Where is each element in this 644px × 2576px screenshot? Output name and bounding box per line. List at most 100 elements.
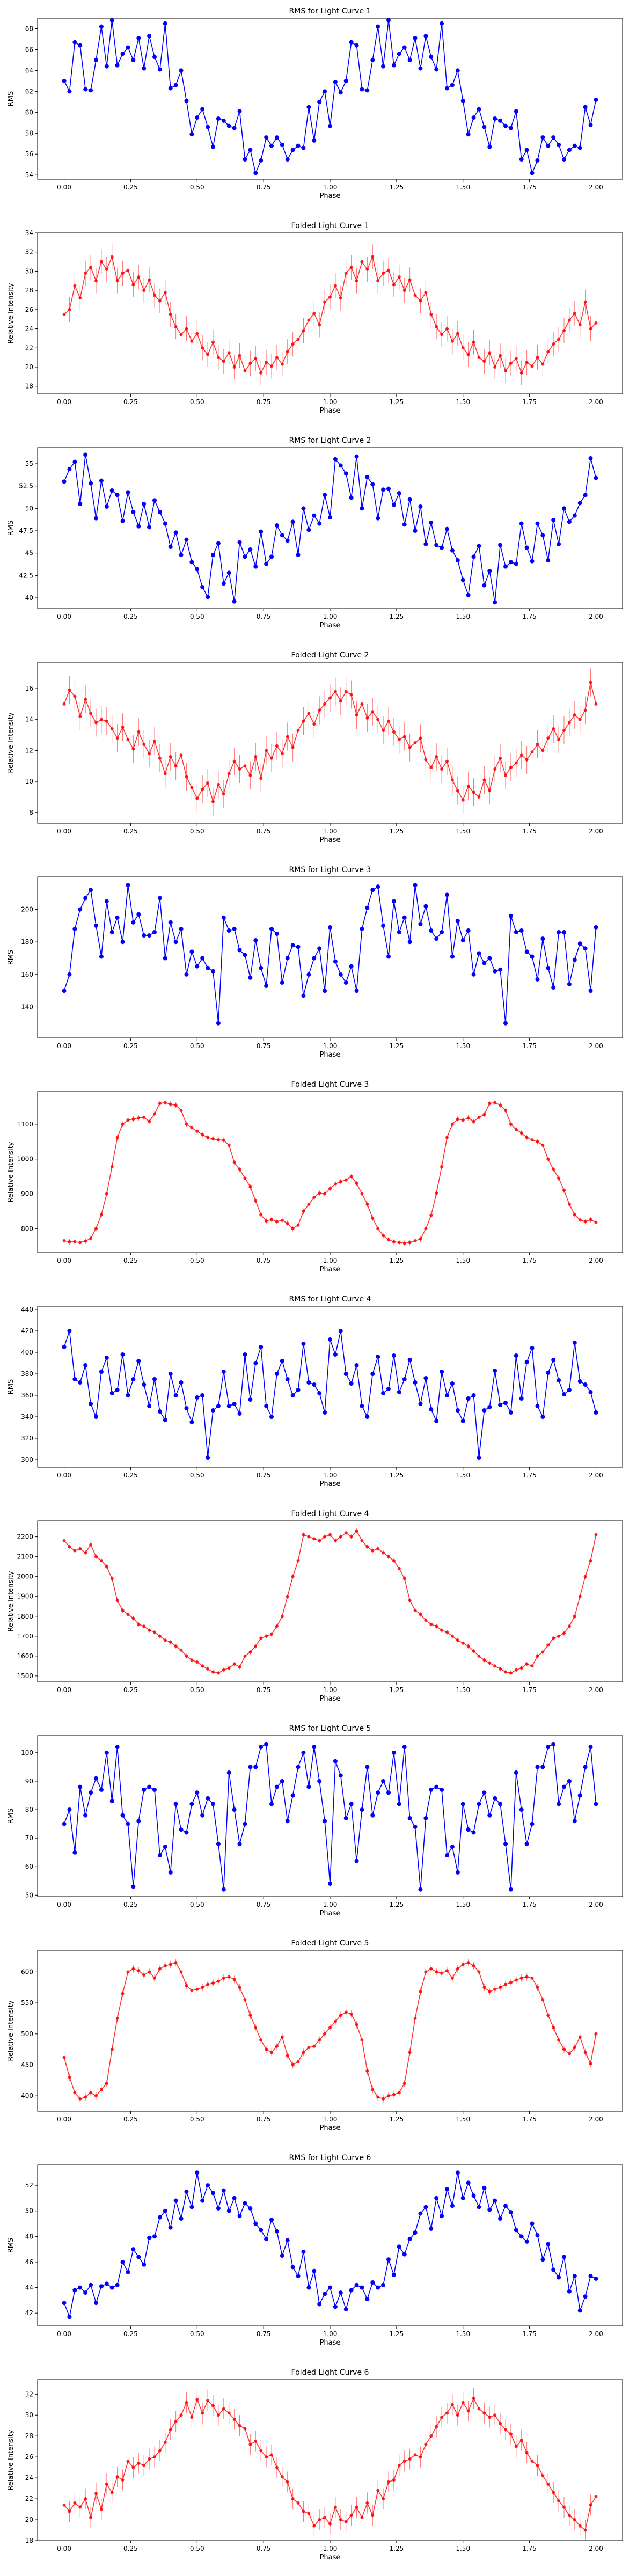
data-point: [72, 2288, 77, 2293]
y-tick-label: 340: [21, 1413, 33, 1421]
data-point: [402, 1377, 407, 1381]
data-point: [508, 913, 513, 918]
data-point: [349, 266, 353, 269]
data-point: [137, 730, 141, 734]
data-point: [226, 928, 231, 933]
data-point: [552, 1168, 555, 1172]
data-point: [407, 57, 412, 62]
data-point: [94, 2301, 98, 2306]
data-point: [333, 79, 338, 84]
y-tick-label: 44: [25, 2284, 33, 2292]
data-point: [216, 116, 221, 121]
data-point: [185, 1654, 188, 1658]
data-point: [424, 1619, 428, 1622]
y-tick-label: 52: [25, 2182, 33, 2189]
data-point: [456, 2413, 459, 2417]
y-tick-label: 55: [25, 460, 33, 467]
x-tick-label: 0.25: [123, 1042, 138, 1050]
data-point: [189, 1420, 194, 1424]
data-point: [195, 115, 200, 120]
data-point: [221, 1887, 226, 1892]
data-point: [386, 1387, 391, 1391]
data-point: [488, 1990, 492, 1994]
data-point: [238, 1665, 241, 1669]
data-point: [173, 2198, 178, 2203]
data-point: [290, 943, 295, 948]
data-point: [387, 268, 390, 272]
data-point: [594, 2276, 598, 2281]
data-point: [109, 930, 114, 935]
y-tick-label: 300: [21, 1456, 33, 1463]
data-point: [567, 1388, 572, 1392]
data-point: [269, 2218, 274, 2222]
data-point: [391, 2272, 396, 2277]
data-point: [227, 1975, 231, 1979]
data-point: [94, 1415, 98, 1419]
data-point: [174, 764, 178, 768]
data-point: [259, 2038, 263, 2042]
x-tick-label: 1.50: [456, 1042, 470, 1050]
data-point: [460, 1419, 465, 1423]
data-point: [190, 1658, 194, 1662]
data-point: [488, 1661, 492, 1665]
data-point: [115, 2475, 119, 2479]
data-point: [211, 2191, 215, 2196]
data-point: [354, 989, 359, 993]
data-point: [94, 721, 98, 724]
data-point: [291, 745, 295, 749]
chart-title: Folded Light Curve 2: [291, 651, 369, 660]
x-tick-label: 0.00: [57, 828, 71, 835]
x-axis-label: Phase: [320, 2553, 341, 2562]
x-tick-label: 1.00: [323, 2545, 338, 2552]
y-tick-label: 66: [25, 46, 33, 53]
data-point: [577, 501, 582, 506]
data-point: [508, 1887, 513, 1892]
data-point: [83, 452, 88, 457]
data-point: [290, 1793, 295, 1798]
data-point: [120, 518, 125, 523]
data-point: [328, 2026, 332, 2030]
data-point: [572, 957, 577, 962]
data-point: [200, 1393, 205, 1397]
data-point: [195, 796, 199, 800]
data-point: [296, 1765, 301, 1769]
data-point: [142, 933, 147, 938]
data-point: [115, 1599, 119, 1602]
data-point: [541, 1650, 545, 1654]
data-point: [498, 1802, 503, 1806]
data-point: [323, 300, 327, 304]
x-tick-label: 0.50: [190, 398, 204, 406]
data-point: [121, 272, 125, 275]
data-point: [142, 742, 146, 746]
data-point: [62, 2055, 66, 2059]
data-point: [328, 1882, 332, 1886]
data-point: [339, 1180, 342, 1183]
data-point: [142, 2262, 147, 2267]
data-point: [450, 339, 454, 343]
data-point: [99, 2284, 104, 2289]
y-tick-label: 56: [25, 150, 33, 158]
data-point: [157, 67, 162, 72]
data-point: [270, 2051, 273, 2054]
data-point: [173, 940, 178, 945]
data-point: [482, 583, 487, 588]
data-point: [397, 1390, 401, 1394]
data-point: [349, 1175, 353, 1179]
data-point: [179, 1380, 184, 1385]
data-point: [455, 1870, 460, 1875]
data-point: [460, 2196, 465, 2200]
data-point: [402, 915, 407, 920]
data-point: [371, 710, 375, 714]
data-point: [243, 1176, 247, 1180]
data-point: [190, 786, 194, 789]
data-point: [152, 930, 157, 935]
x-axis-label: Phase: [320, 1480, 341, 1488]
data-point: [195, 1129, 199, 1133]
data-point: [557, 2275, 561, 2280]
data-point: [381, 923, 386, 928]
data-point: [514, 1353, 518, 1358]
data-point: [524, 2239, 529, 2244]
x-tick-label: 0.75: [257, 184, 271, 191]
data-point: [168, 1372, 173, 1376]
x-tick-label: 2.00: [589, 1257, 603, 1264]
